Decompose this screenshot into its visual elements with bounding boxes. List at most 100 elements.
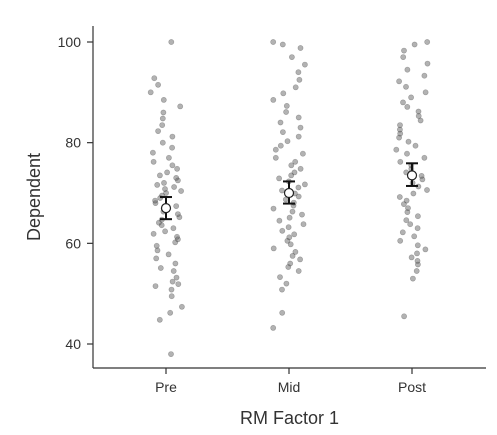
y-tick-label-80: 80 <box>65 135 81 151</box>
data-point-pre-50 <box>169 144 175 151</box>
data-point-post-15 <box>414 213 421 220</box>
x-tick-label-mid: Mid <box>278 379 301 395</box>
data-point-mid-51 <box>270 97 277 103</box>
mean-marker-post <box>406 170 418 181</box>
data-point-mid-0 <box>270 324 277 331</box>
data-point-mid-30 <box>295 184 302 191</box>
data-point-pre-59 <box>147 89 154 96</box>
data-point-mid-43 <box>284 138 291 145</box>
data-point-pre-49 <box>149 149 156 156</box>
data-point-mid-6 <box>285 264 292 270</box>
data-point-pre-3 <box>178 303 185 310</box>
data-point-post-7 <box>422 246 429 253</box>
data-point-post-18 <box>400 201 407 207</box>
data-point-mid-3 <box>283 280 290 287</box>
data-point-post-35 <box>405 138 412 145</box>
data-point-post-32 <box>404 150 410 157</box>
data-point-post-51 <box>424 60 431 67</box>
data-point-mid-54 <box>296 76 303 83</box>
data-point-pre-8 <box>169 278 176 285</box>
data-point-post-0 <box>401 313 407 320</box>
data-point-pre-4 <box>168 293 175 300</box>
data-point-post-12 <box>414 225 421 232</box>
data-point-mid-12 <box>287 241 294 248</box>
data-point-post-2 <box>413 268 420 274</box>
data-point-post-1 <box>409 275 416 282</box>
data-point-pre-1 <box>156 316 163 323</box>
data-point-mid-13 <box>284 237 291 244</box>
data-point-post-45 <box>408 94 414 101</box>
data-point-mid-56 <box>301 61 308 68</box>
data-point-post-19 <box>403 197 410 204</box>
data-point-pre-12 <box>172 260 179 267</box>
y-tick-label-60: 60 <box>65 235 81 251</box>
data-point-pre-24 <box>155 219 162 226</box>
data-point-pre-44 <box>164 169 170 176</box>
data-point-post-13 <box>407 221 414 228</box>
data-point-post-6 <box>414 250 420 257</box>
data-point-post-43 <box>404 104 411 110</box>
data-point-pre-54 <box>159 122 166 128</box>
data-point-mid-21 <box>299 211 305 218</box>
data-point-mid-7 <box>287 260 294 267</box>
data-point-post-50 <box>404 66 411 73</box>
data-point-post-8 <box>414 242 421 249</box>
data-point-post-48 <box>396 78 402 85</box>
data-point-pre-46 <box>169 162 176 169</box>
data-point-mid-20 <box>286 214 293 221</box>
data-point-post-26 <box>418 172 425 179</box>
data-point-post-11 <box>399 229 406 236</box>
data-point-pre-61 <box>151 75 158 82</box>
data-point-mid-5 <box>295 268 302 274</box>
data-point-pre-45 <box>174 165 180 172</box>
data-point-pre-55 <box>159 115 166 122</box>
data-point-mid-27 <box>295 193 302 200</box>
data-point-post-9 <box>397 237 404 244</box>
data-point-pre-37 <box>162 186 168 192</box>
data-point-post-39 <box>397 122 403 128</box>
y-tick-label-100: 100 <box>58 34 82 50</box>
data-point-pre-62 <box>168 39 175 45</box>
data-point-post-33 <box>393 146 400 153</box>
data-point-pre-42 <box>173 174 180 181</box>
data-point-pre-21 <box>162 228 168 235</box>
x-tick-label-pre: Pre <box>155 379 177 395</box>
data-point-mid-57 <box>288 54 295 60</box>
data-point-post-20 <box>396 194 403 200</box>
data-point-pre-15 <box>154 247 161 254</box>
x-axis-title: RM Factor 1 <box>240 408 339 428</box>
data-point-mid-16 <box>279 227 286 234</box>
data-point-mid-4 <box>277 274 283 280</box>
data-point-pre-31 <box>152 200 159 206</box>
data-point-mid-37 <box>288 162 295 169</box>
data-point-post-25 <box>419 176 426 183</box>
data-point-post-21 <box>410 190 417 197</box>
data-point-mid-44 <box>295 133 302 140</box>
data-point-mid-58 <box>297 45 304 51</box>
data-point-pre-23 <box>158 222 165 229</box>
data-point-pre-0 <box>168 351 174 357</box>
y-axis-title: Dependent <box>24 153 44 241</box>
data-point-mid-33 <box>276 175 282 182</box>
data-point-mid-11 <box>270 245 277 252</box>
data-point-pre-9 <box>173 274 180 281</box>
data-point-pre-7 <box>175 281 182 287</box>
data-point-pre-27 <box>174 211 181 217</box>
data-point-mid-41 <box>272 146 279 153</box>
data-point-pre-13 <box>153 255 160 262</box>
data-point-mid-46 <box>297 124 304 131</box>
data-point-mid-31 <box>301 181 308 188</box>
data-point-pre-36 <box>178 188 184 194</box>
data-point-post-38 <box>396 126 403 133</box>
data-point-pre-18 <box>174 236 181 243</box>
data-point-mid-15 <box>291 231 298 238</box>
data-point-pre-22 <box>170 225 177 232</box>
y-ticks: 40 60 80 100 <box>58 34 93 352</box>
data-point-post-54 <box>411 41 418 48</box>
data-point-pre-16 <box>153 242 160 249</box>
data-point-mid-35 <box>291 169 298 176</box>
data-point-pre-35 <box>163 190 169 196</box>
data-point-mid-8 <box>297 256 303 263</box>
data-point-post-17 <box>405 205 411 211</box>
